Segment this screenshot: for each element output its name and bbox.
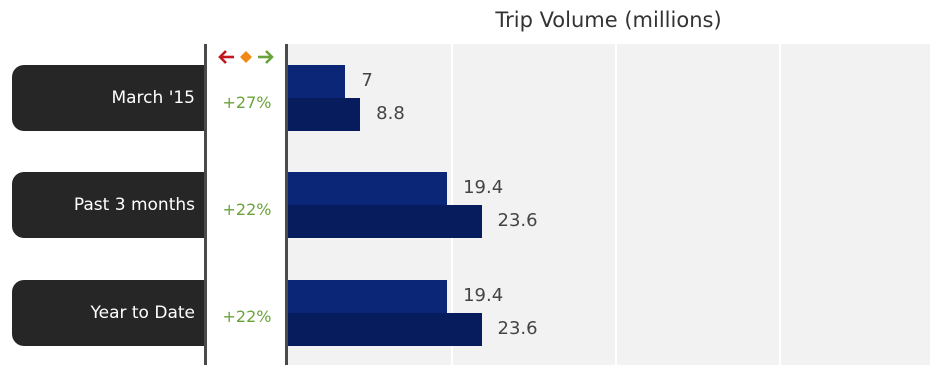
change-label-past-3-months: +22% xyxy=(222,200,272,219)
gridline xyxy=(779,44,781,365)
chart-title: Trip Volume (millions) xyxy=(495,8,722,32)
data-label-series2-category3: 23.6 xyxy=(497,318,538,339)
category-label-past-3-months: Past 3 months xyxy=(12,172,205,238)
bar-series2-category3 xyxy=(288,313,482,346)
bar-series1-category3 xyxy=(288,280,448,313)
data-label-series1-category2: 19.4 xyxy=(463,177,504,198)
tab-divider-line xyxy=(204,44,207,365)
bar-series2-category2 xyxy=(288,205,482,238)
category-label-year-to-date: Year to Date xyxy=(12,280,205,346)
arrow-right-icon xyxy=(258,50,274,64)
data-label-series1-category3: 19.4 xyxy=(463,285,504,306)
bar-series1-category2 xyxy=(288,172,448,205)
change-label-year-to-date: +22% xyxy=(222,307,272,326)
data-label-series2-category1: 8.8 xyxy=(376,103,405,124)
change-label-march-15: +27% xyxy=(222,93,272,112)
gridline xyxy=(615,44,617,365)
bar-series2-category1 xyxy=(288,98,361,131)
arrow-left-icon xyxy=(218,50,234,64)
category-label-march-15: March '15 xyxy=(12,65,205,131)
gridline xyxy=(451,44,453,365)
y-axis-line xyxy=(285,44,288,365)
data-label-series1-category1: 7 xyxy=(361,70,373,91)
bar-series1-category1 xyxy=(288,65,346,98)
data-label-series2-category2: 23.6 xyxy=(497,210,538,231)
trend-legend xyxy=(218,50,274,64)
diamond-icon xyxy=(240,51,252,63)
